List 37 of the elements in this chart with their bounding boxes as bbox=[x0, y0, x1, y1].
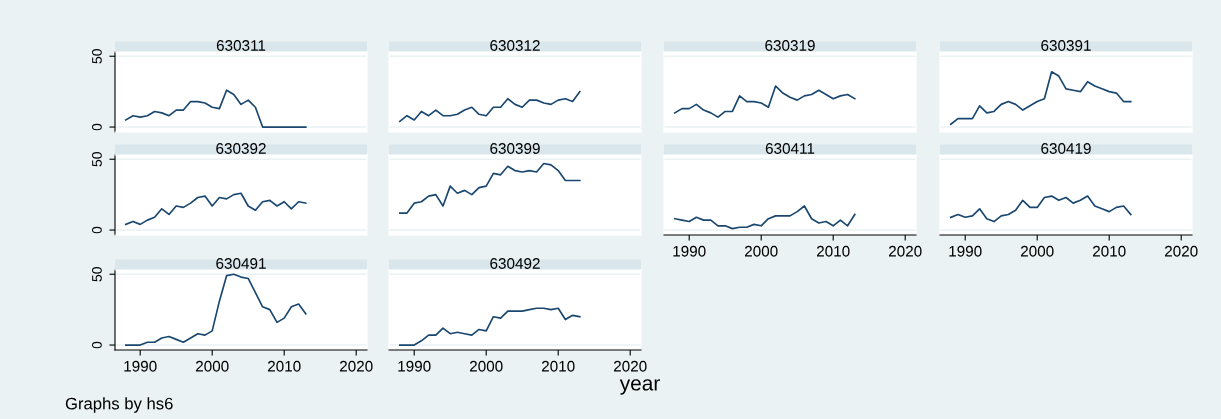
x-tick-label: 2020 bbox=[613, 360, 647, 372]
chart-title: 630392 bbox=[216, 143, 266, 154]
x-tick-label: 2010 bbox=[267, 360, 301, 372]
x-tick-label: 1990 bbox=[673, 245, 706, 257]
x-tick-label: 2010 bbox=[1092, 245, 1126, 257]
chart-title: 630312 bbox=[490, 40, 540, 51]
x-tick-label: 2010 bbox=[816, 245, 850, 257]
chart-title: 630399 bbox=[490, 143, 540, 154]
x-tick-label: 2010 bbox=[541, 360, 575, 372]
chart-title: 630311 bbox=[216, 40, 266, 51]
y-tick-label: 50 bbox=[92, 49, 102, 64]
y-tick-label: 50 bbox=[92, 267, 102, 282]
chart-title: 630492 bbox=[490, 258, 540, 269]
x-tick-label: 2020 bbox=[1164, 245, 1198, 257]
y-tick-label: 50 bbox=[92, 152, 102, 167]
x-axis-title: year bbox=[619, 379, 660, 395]
chart-title: 630491 bbox=[216, 258, 266, 269]
chart-title: 630319 bbox=[765, 40, 815, 51]
x-tick-label: 2000 bbox=[1020, 245, 1054, 257]
chart-title: 630391 bbox=[1041, 40, 1091, 51]
text: Graphs by hs6 bbox=[65, 397, 173, 413]
chart-title: 630411 bbox=[765, 143, 815, 154]
line-series bbox=[124, 89, 307, 128]
y-tick-label: 0 bbox=[92, 341, 102, 349]
chart-title: 630419 bbox=[1041, 143, 1091, 154]
line-series bbox=[124, 273, 307, 346]
x-tick-label: 1990 bbox=[398, 360, 431, 372]
line-series bbox=[124, 192, 307, 226]
x-tick-label: 2020 bbox=[888, 245, 922, 257]
x-tick-label: 2000 bbox=[469, 360, 503, 372]
x-tick-label: 2000 bbox=[744, 245, 778, 257]
y-tick-label: 0 bbox=[92, 226, 102, 234]
x-tick-label: 2000 bbox=[195, 360, 229, 372]
x-tick-label: 1990 bbox=[124, 360, 157, 372]
x-tick-label: 2020 bbox=[339, 360, 373, 372]
x-tick-label: 1990 bbox=[949, 245, 982, 257]
y-tick-label: 0 bbox=[92, 123, 102, 131]
